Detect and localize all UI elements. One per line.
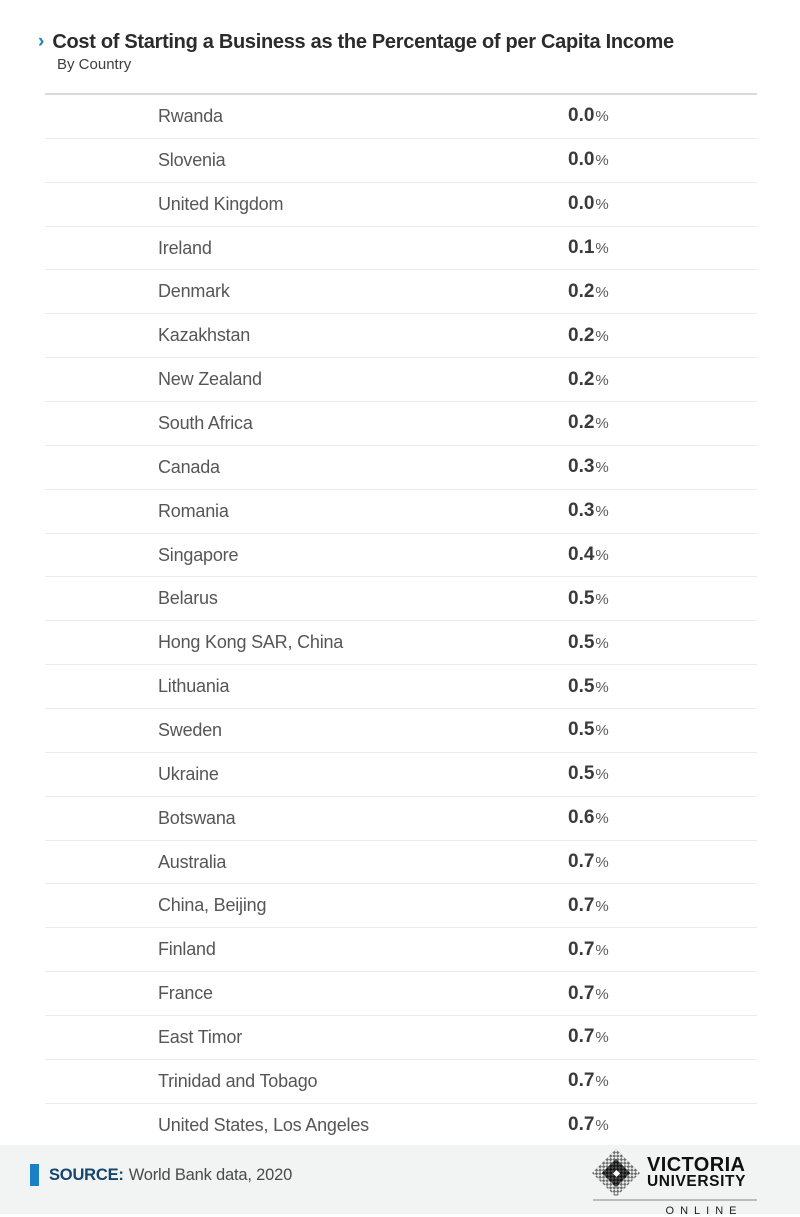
- country-label: China, Beijing: [158, 895, 267, 916]
- victoria-university-logo: VICTORIA UNIVERSITY ONLINE: [591, 1148, 757, 1217]
- country-label: France: [158, 983, 213, 1004]
- country-label: Botswana: [158, 807, 236, 828]
- country-label: East Timor: [158, 1026, 243, 1047]
- vu-diamond-icon: [591, 1148, 641, 1198]
- table-row: Botswana 0.6%: [45, 795, 757, 840]
- value-label: 0.4%: [568, 544, 609, 566]
- page-title: Cost of Starting a Business as the Perce…: [52, 31, 674, 53]
- country-label: United States, Los Angeles: [158, 1114, 369, 1135]
- table-row: Canada 0.3%: [45, 444, 757, 489]
- country-label: Belarus: [158, 588, 218, 609]
- table-row: Trinidad and Tobago 0.7%: [45, 1058, 757, 1103]
- logo-line-university: UNIVERSITY: [647, 1172, 747, 1190]
- value-label: 0.0%: [568, 149, 609, 171]
- value-label: 0.7%: [568, 938, 609, 960]
- value-label: 0.7%: [568, 1114, 609, 1136]
- table-row: United States, Los Angeles 0.7%: [45, 1102, 757, 1147]
- country-label: Australia: [158, 851, 227, 872]
- country-label: Ukraine: [158, 763, 219, 784]
- table-row: Hong Kong SAR, China 0.5%: [45, 620, 757, 664]
- value-label: 0.2%: [568, 280, 609, 302]
- country-label: South Africa: [158, 412, 253, 433]
- value-label: 0.6%: [568, 807, 609, 829]
- value-label: 0.5%: [568, 763, 609, 785]
- country-label: Denmark: [158, 281, 230, 302]
- table-row: Romania 0.3%: [45, 488, 757, 533]
- source-accent-bar: [30, 1164, 39, 1186]
- country-label: Kazakhstan: [158, 325, 251, 346]
- source-label: SOURCE:: [49, 1165, 124, 1184]
- country-label: Rwanda: [158, 105, 223, 126]
- table-row: Ukraine 0.5%: [45, 751, 757, 796]
- chevron-right-icon: ›: [38, 31, 45, 52]
- logo-line-victoria: VICTORIA: [647, 1153, 746, 1176]
- table-row: Denmark 0.2%: [45, 269, 757, 313]
- value-label: 0.7%: [568, 982, 609, 1004]
- value-label: 0.2%: [568, 368, 609, 390]
- chart-header: › Cost of Starting a Business as the Per…: [38, 30, 762, 73]
- value-label: 0.5%: [568, 631, 609, 653]
- value-label: 0.1%: [568, 237, 609, 258]
- table-row: United Kingdom 0.0%: [45, 181, 757, 226]
- country-label: Sweden: [158, 719, 222, 740]
- value-label: 0.0%: [568, 105, 609, 127]
- source-attribution: SOURCE: World Bank data, 2020: [30, 1164, 292, 1186]
- value-label: 0.3%: [568, 456, 609, 478]
- value-label: 0.7%: [568, 894, 609, 916]
- value-label: 0.2%: [568, 412, 609, 434]
- country-label: United Kingdom: [158, 193, 284, 214]
- table-row: Slovenia 0.0%: [45, 137, 757, 182]
- table-row: China, Beijing 0.7%: [45, 883, 757, 927]
- country-label: New Zealand: [158, 369, 262, 390]
- source-text: World Bank data, 2020: [128, 1165, 293, 1184]
- value-label: 0.5%: [568, 719, 609, 741]
- table-row: Ireland 0.1%: [45, 225, 757, 270]
- value-label: 0.7%: [568, 851, 609, 873]
- table-row: France 0.7%: [45, 971, 757, 1015]
- table-row: East Timor 0.7%: [45, 1015, 757, 1059]
- country-label: Singapore: [158, 544, 239, 565]
- table-row: Australia 0.7%: [45, 839, 757, 884]
- country-label: Finland: [158, 939, 216, 960]
- value-label: 0.7%: [568, 1026, 609, 1048]
- country-label: Hong Kong SAR, China: [158, 632, 344, 653]
- logo-line-online: ONLINE: [665, 1205, 743, 1217]
- country-label: Slovenia: [158, 149, 226, 170]
- value-label: 0.5%: [568, 587, 609, 609]
- table-row: South Africa 0.2%: [45, 401, 757, 445]
- country-label: Trinidad and Tobago: [158, 1070, 318, 1091]
- table-row: Kazakhstan 0.2%: [45, 313, 757, 357]
- value-label: 0.5%: [568, 675, 609, 697]
- table-row: Belarus 0.5%: [45, 576, 757, 620]
- value-label: 0.0%: [568, 193, 609, 215]
- value-label: 0.2%: [568, 324, 609, 346]
- table-row: Sweden 0.5%: [45, 708, 757, 752]
- page-subtitle: By Country: [57, 56, 132, 73]
- table-row: Rwanda 0.0%: [45, 95, 757, 138]
- table-row: New Zealand 0.2%: [45, 357, 757, 401]
- footer-bar: SOURCE: World Bank data, 2020 VICTORIA U…: [0, 1145, 800, 1217]
- country-table: Rwanda 0.0% Slovenia 0.0% United Kingdom 0.0%…: [45, 93, 757, 1149]
- value-label: 0.7%: [568, 1070, 609, 1092]
- value-label: 0.3%: [568, 500, 609, 522]
- country-label: Canada: [158, 456, 220, 477]
- country-label: Ireland: [158, 237, 212, 258]
- table-row: Finland 0.7%: [45, 927, 757, 971]
- logo-divider: [593, 1199, 757, 1201]
- table-row: Lithuania 0.5%: [45, 664, 757, 708]
- table-row: Singapore 0.4%: [45, 532, 757, 577]
- country-label: Romania: [158, 500, 229, 521]
- country-label: Lithuania: [158, 676, 230, 697]
